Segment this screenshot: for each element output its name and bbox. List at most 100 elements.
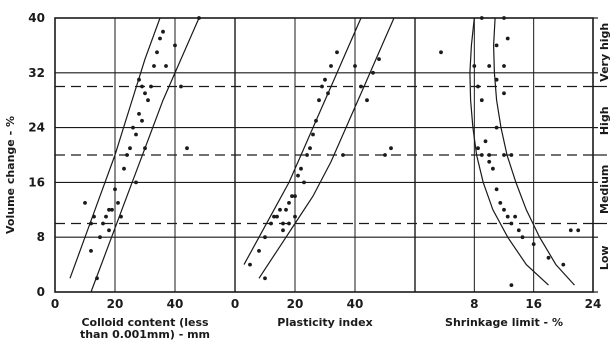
panel-1-point bbox=[311, 132, 315, 137]
panel-2-x-tick-label-2: 24 bbox=[585, 297, 602, 311]
panel-0-point bbox=[107, 207, 111, 212]
panel-2-point bbox=[494, 77, 499, 82]
panel-2-point bbox=[498, 201, 503, 205]
panel-1-point bbox=[389, 146, 393, 151]
panel-0-point bbox=[95, 276, 99, 281]
zone-label-2: High bbox=[598, 106, 611, 135]
panel-1-point bbox=[281, 228, 285, 233]
panel-1-point bbox=[248, 262, 252, 267]
panel-2-point bbox=[513, 214, 517, 219]
panel-0-point bbox=[140, 84, 144, 89]
panel-1-curve-1 bbox=[258, 17, 395, 279]
panel-2-point bbox=[472, 64, 477, 68]
panel-1-point bbox=[263, 276, 267, 281]
panel-1-point bbox=[320, 84, 324, 89]
panel-2-point bbox=[502, 207, 506, 212]
panel-1-point bbox=[263, 235, 267, 240]
panel-2-point bbox=[509, 153, 514, 157]
panel-0-x-axis-label-1: than 0.001mm) - mm bbox=[80, 328, 210, 341]
panel-0-point bbox=[110, 207, 114, 212]
panel-1-point bbox=[293, 194, 297, 199]
panel-2-point bbox=[546, 255, 551, 260]
panel-2-point bbox=[509, 283, 514, 287]
panel-1-x-tick-label-2: 40 bbox=[347, 297, 364, 311]
panel-2-point bbox=[505, 36, 510, 41]
panel-1-x-axis-label-0: Plasticity index bbox=[277, 316, 372, 329]
panel-2-point bbox=[479, 153, 484, 157]
panel-0-point bbox=[149, 84, 153, 89]
panel-0-point bbox=[179, 84, 183, 89]
panel-1-point bbox=[308, 146, 312, 151]
panel-2-point bbox=[505, 214, 510, 219]
label-layer: 0 8 16 24 32 40 Low Medium High Very high 0 20 40 Col… bbox=[28, 11, 611, 341]
panel-0-point bbox=[158, 36, 162, 41]
panel-2-point bbox=[494, 187, 499, 192]
panel-1-point bbox=[275, 214, 279, 219]
panel-0-point bbox=[107, 228, 111, 233]
panel-0-curve-0 bbox=[69, 17, 161, 279]
panel-1-point bbox=[353, 64, 357, 68]
point-layer bbox=[83, 16, 581, 287]
panel-2-point bbox=[561, 262, 566, 267]
panel-2-point bbox=[487, 64, 492, 68]
y-tick-label-8: 8 bbox=[37, 230, 45, 244]
panel-1-x-tick-label-0: 0 bbox=[231, 297, 239, 311]
panel-2-point bbox=[439, 50, 443, 55]
panel-0-point bbox=[137, 77, 141, 82]
panel-2-point bbox=[491, 166, 495, 171]
panel-1-point bbox=[383, 153, 387, 157]
grid-layer bbox=[54, 17, 607, 293]
zone-label-0: Low bbox=[598, 245, 611, 270]
panel-0-point bbox=[125, 153, 129, 157]
y-axis-label: Volume change - % bbox=[4, 116, 17, 234]
zone-label-1: Medium bbox=[598, 165, 611, 214]
panel-0-point bbox=[116, 201, 120, 205]
panel-2-point bbox=[479, 16, 484, 20]
panel-0-point bbox=[143, 146, 147, 151]
panel-0-point bbox=[173, 43, 177, 48]
panel-0-point bbox=[89, 221, 93, 226]
panel-0-point bbox=[113, 187, 117, 192]
panel-2-point bbox=[576, 228, 581, 233]
panel-1-point bbox=[302, 180, 306, 185]
panel-2-point bbox=[502, 91, 506, 96]
panel-1-point bbox=[290, 194, 294, 199]
panel-0-point bbox=[197, 16, 201, 20]
panel-1-point bbox=[329, 64, 333, 68]
panel-0-point bbox=[134, 180, 138, 185]
panel-1-curve-0 bbox=[243, 17, 362, 265]
panel-1-point bbox=[287, 201, 291, 205]
panel-2-point bbox=[476, 84, 480, 89]
panel-1-point bbox=[269, 221, 273, 226]
curve-layer bbox=[69, 17, 575, 293]
panel-2-x-tick-label-0: 8 bbox=[470, 297, 478, 311]
panel-1-point bbox=[377, 57, 381, 61]
panel-2-point bbox=[487, 159, 492, 164]
panel-0-point bbox=[152, 64, 156, 68]
panel-1-point bbox=[293, 214, 297, 219]
zone-label-3: Very high bbox=[598, 23, 611, 82]
panel-0-point bbox=[143, 91, 147, 96]
panel-2-point bbox=[520, 235, 525, 240]
y-tick-label-16: 16 bbox=[28, 175, 45, 189]
panel-1-point bbox=[284, 207, 288, 212]
panel-0-point bbox=[134, 132, 138, 137]
panel-1-point bbox=[335, 50, 339, 55]
panel-1-point bbox=[287, 221, 291, 226]
panel-1-point bbox=[299, 166, 303, 171]
panel-0-x-tick-label-0: 0 bbox=[51, 297, 59, 311]
panel-2-point bbox=[494, 43, 499, 48]
panel-2-point bbox=[487, 153, 492, 157]
panel-2-point bbox=[516, 228, 521, 233]
panel-0-point bbox=[137, 112, 141, 116]
panel-0-point bbox=[119, 214, 123, 219]
panel-0-point bbox=[164, 64, 168, 68]
panel-1-point bbox=[365, 98, 369, 103]
panel-1-point bbox=[281, 221, 285, 226]
panel-1-point bbox=[323, 77, 327, 82]
panel-2-point bbox=[476, 146, 480, 151]
panel-0-point bbox=[131, 125, 135, 130]
panel-0-point bbox=[101, 221, 105, 226]
panel-0-point bbox=[140, 118, 144, 123]
panel-0-x-axis-label-0: Colloid content (less bbox=[81, 316, 209, 329]
